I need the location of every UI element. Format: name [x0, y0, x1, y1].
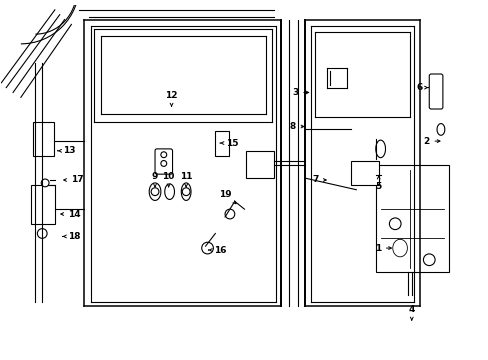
Text: 10: 10: [162, 172, 175, 187]
Text: 8: 8: [289, 122, 303, 131]
Circle shape: [388, 218, 400, 230]
Text: 5: 5: [375, 176, 381, 191]
Text: 19: 19: [218, 190, 236, 204]
FancyBboxPatch shape: [428, 74, 442, 109]
Text: 15: 15: [220, 139, 238, 148]
FancyBboxPatch shape: [246, 151, 273, 178]
FancyBboxPatch shape: [215, 131, 228, 156]
Text: 3: 3: [291, 88, 308, 97]
FancyBboxPatch shape: [351, 161, 378, 185]
Circle shape: [41, 179, 49, 187]
Circle shape: [423, 254, 434, 266]
Text: 17: 17: [63, 175, 83, 184]
Text: 13: 13: [58, 146, 76, 155]
Text: 1: 1: [374, 244, 390, 253]
Circle shape: [182, 188, 190, 195]
Circle shape: [37, 229, 47, 238]
FancyBboxPatch shape: [30, 185, 55, 224]
FancyBboxPatch shape: [375, 165, 448, 273]
Circle shape: [224, 209, 234, 219]
Text: 4: 4: [408, 305, 414, 320]
Circle shape: [201, 242, 213, 254]
FancyBboxPatch shape: [32, 122, 54, 156]
Text: 18: 18: [62, 232, 81, 241]
Circle shape: [161, 152, 166, 158]
Text: 9: 9: [152, 172, 158, 187]
Text: 14: 14: [61, 210, 81, 219]
Text: 7: 7: [312, 175, 325, 184]
Text: 6: 6: [416, 83, 427, 92]
Text: 12: 12: [165, 91, 178, 106]
Text: 16: 16: [208, 246, 226, 255]
Text: 11: 11: [180, 172, 192, 187]
Circle shape: [161, 161, 166, 166]
FancyBboxPatch shape: [155, 149, 172, 174]
Text: 2: 2: [422, 136, 439, 145]
Circle shape: [151, 188, 159, 195]
